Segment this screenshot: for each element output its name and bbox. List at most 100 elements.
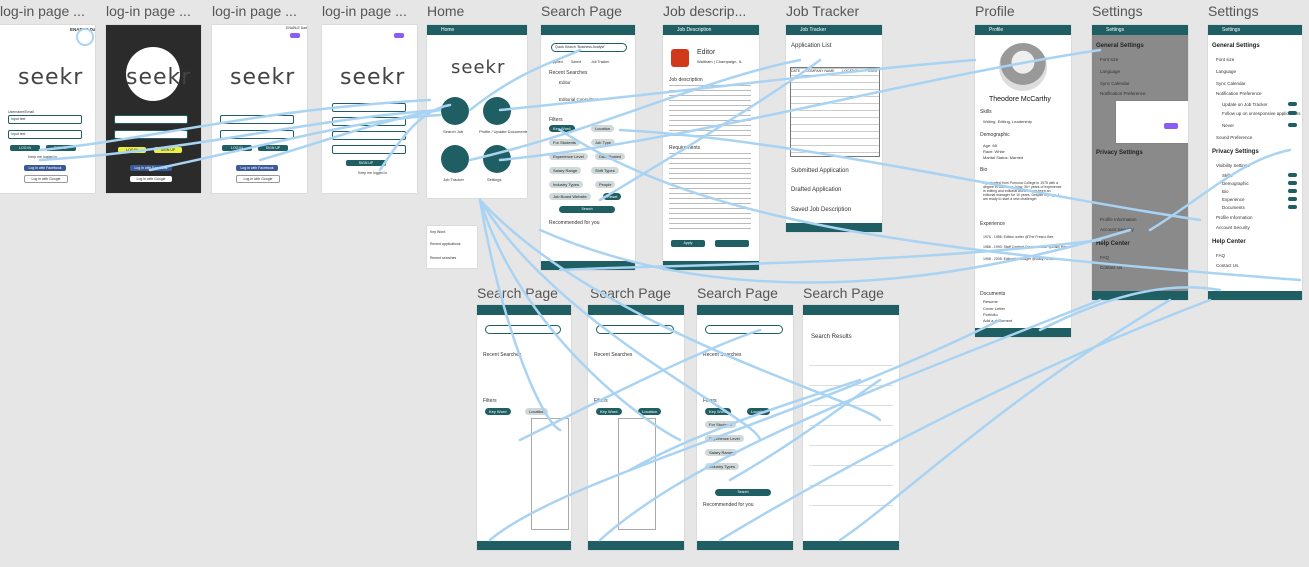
frame-title-login4[interactable]: log-in page ... bbox=[322, 3, 407, 19]
email-field-dark[interactable] bbox=[114, 115, 188, 124]
sv2-search-input[interactable] bbox=[596, 325, 674, 334]
vis-toggle-2[interactable] bbox=[1288, 181, 1297, 185]
frame-title-search-b4[interactable]: Search Page bbox=[803, 285, 884, 301]
sv3-for-students[interactable]: For Students bbox=[705, 421, 736, 428]
tab-saved[interactable]: Saved bbox=[571, 60, 581, 64]
sound-pref[interactable]: Sound Preference bbox=[1216, 135, 1253, 140]
facebook-login-dark[interactable]: Log in with Facebook bbox=[130, 165, 172, 171]
doc-add[interactable]: Add a document bbox=[983, 318, 1013, 323]
frame-title-settings2[interactable]: Settings bbox=[1208, 3, 1259, 19]
account-security-2[interactable]: Account Security bbox=[1216, 225, 1250, 230]
vis-toggle-4[interactable] bbox=[1288, 197, 1297, 201]
sync-calendar-2[interactable]: Sync Calendar bbox=[1216, 81, 1246, 86]
doc-cover[interactable]: Cover Letter bbox=[983, 306, 1006, 311]
account-security-1[interactable]: Account Security bbox=[1100, 227, 1134, 232]
settings-popup[interactable] bbox=[1116, 101, 1188, 143]
signup-field-2[interactable] bbox=[332, 117, 406, 126]
keep-logged-label-4[interactable]: Keep me logged in bbox=[358, 171, 388, 175]
vis-demographic[interactable]: Demographic bbox=[1222, 181, 1249, 186]
vis-bio[interactable]: Bio bbox=[1222, 189, 1229, 194]
sv3-search-input[interactable] bbox=[705, 325, 783, 334]
filter-key-word[interactable]: Key Word bbox=[549, 125, 575, 132]
font-size-2[interactable]: Font size bbox=[1216, 57, 1235, 62]
profile-info-2[interactable]: Profile Information bbox=[1216, 215, 1253, 220]
notification-pref-1[interactable]: Notification Preference bbox=[1100, 91, 1146, 96]
tab-applied[interactable]: Applied bbox=[551, 60, 563, 64]
password-field-3[interactable] bbox=[220, 130, 294, 139]
visibility-settings[interactable]: Visibility Settings bbox=[1216, 163, 1250, 168]
popup-item-2[interactable]: Recent applications bbox=[430, 242, 461, 246]
filter-reset[interactable]: Reset bbox=[603, 193, 622, 200]
sv3-search-button[interactable]: Search bbox=[715, 489, 771, 496]
frame-title-search-b1[interactable]: Search Page bbox=[477, 285, 558, 301]
language-1[interactable]: Language bbox=[1100, 69, 1121, 74]
vis-documents[interactable]: Documents bbox=[1222, 205, 1245, 210]
filter-industry[interactable]: Industry Types bbox=[549, 181, 583, 188]
frame-title-tracker[interactable]: Job Tracker bbox=[786, 3, 860, 19]
tab-job-tracker[interactable]: Job Tracker bbox=[591, 60, 610, 64]
email-field[interactable]: Input text bbox=[8, 115, 82, 124]
signup-button[interactable]: SIGN UP bbox=[46, 145, 76, 151]
language-2[interactable]: Language bbox=[1216, 69, 1237, 74]
vis-toggle-3[interactable] bbox=[1288, 189, 1297, 193]
facebook-login-button[interactable]: Log in with Facebook bbox=[24, 165, 66, 171]
sv1-search-input[interactable] bbox=[485, 325, 561, 334]
profile-info-1[interactable]: Profile Information bbox=[1100, 217, 1137, 222]
login-button-3[interactable]: LOG IN bbox=[222, 145, 252, 151]
sv3-location[interactable]: Location bbox=[747, 408, 771, 415]
frame-title-login3[interactable]: log-in page ... bbox=[212, 3, 297, 19]
doc-portfolio[interactable]: Portfolio bbox=[983, 312, 998, 317]
notif-never[interactable]: Never bbox=[1222, 123, 1235, 128]
frame-title-home[interactable]: Home bbox=[427, 3, 465, 19]
recent-item-1[interactable]: Editor bbox=[559, 80, 571, 85]
frame-title-search-b3[interactable]: Search Page bbox=[697, 285, 778, 301]
doc-resume[interactable]: Resume bbox=[983, 299, 998, 304]
sv2-key-word[interactable]: Key Word bbox=[596, 408, 622, 415]
settings-tile[interactable] bbox=[483, 145, 511, 173]
notif-toggle-2[interactable] bbox=[1288, 111, 1297, 115]
signup-submit-button[interactable]: SIGN UP bbox=[346, 160, 386, 166]
sv3-salary[interactable]: Salary Range bbox=[705, 449, 738, 456]
signup-field-3[interactable] bbox=[332, 131, 406, 140]
frame-title-settings1[interactable]: Settings bbox=[1092, 3, 1143, 19]
frame-title-login1[interactable]: log-in page ... bbox=[0, 3, 85, 19]
filter-date-posted[interactable]: Date Posted bbox=[595, 153, 626, 160]
sv3-key-word[interactable]: Key Word bbox=[705, 408, 731, 415]
email-field-3[interactable] bbox=[220, 115, 294, 124]
sv1-location[interactable]: Location bbox=[525, 408, 549, 415]
faq-1[interactable]: FAQ bbox=[1100, 255, 1110, 260]
contact-1[interactable]: Contact Us bbox=[1100, 265, 1123, 270]
google-login-button[interactable]: Log in with Google bbox=[24, 175, 68, 183]
password-field-dark[interactable] bbox=[114, 130, 188, 139]
signup-field-4[interactable] bbox=[332, 145, 406, 154]
sv2-dropdown[interactable] bbox=[618, 418, 656, 530]
keep-logged-label[interactable]: Keep me logged in bbox=[28, 155, 58, 159]
filter-salary[interactable]: Salary Range bbox=[549, 167, 582, 174]
notif-update-tracker[interactable]: Update on Job Tracker bbox=[1222, 102, 1268, 107]
contact-2[interactable]: Contact Us bbox=[1216, 263, 1239, 268]
search-job-tile[interactable] bbox=[441, 97, 469, 125]
password-field[interactable]: Input text bbox=[8, 130, 82, 139]
login-button[interactable]: LOG IN bbox=[10, 145, 40, 151]
quick-search-input[interactable]: Quick Search 'Business Analyst' bbox=[551, 43, 627, 52]
dark-mode-toggle-4[interactable] bbox=[394, 33, 404, 38]
saved-section[interactable]: Saved Job Description bbox=[791, 207, 852, 213]
popup-toggle[interactable] bbox=[1164, 123, 1178, 129]
filter-job-type[interactable]: Job Type bbox=[591, 139, 616, 146]
frame-title-search[interactable]: Search Page bbox=[541, 3, 622, 19]
login-button-dark[interactable]: LOG IN bbox=[118, 147, 146, 153]
facebook-login-3[interactable]: Log in with Facebook bbox=[236, 165, 278, 171]
search-button[interactable]: Search bbox=[559, 206, 615, 213]
submitted-section[interactable]: Submitted Application bbox=[791, 168, 849, 174]
profile-tile[interactable] bbox=[483, 97, 511, 125]
signup-field-1[interactable] bbox=[332, 103, 406, 112]
recent-item-2[interactable]: Editorial Consultant bbox=[559, 97, 599, 102]
sync-calendar-1[interactable]: Sync Calendar bbox=[1100, 81, 1130, 86]
frame-title-search-b2[interactable]: Search Page bbox=[590, 285, 671, 301]
google-login-3[interactable]: Log in with Google bbox=[236, 175, 280, 183]
filter-location[interactable]: Location bbox=[591, 125, 615, 132]
popup-item-1[interactable]: Key Word bbox=[430, 230, 446, 234]
sv1-key-word[interactable]: Key Word bbox=[485, 408, 511, 415]
signup-button-dark[interactable]: SIGN UP bbox=[154, 147, 182, 153]
filter-experience[interactable]: Experience Level bbox=[549, 153, 588, 160]
